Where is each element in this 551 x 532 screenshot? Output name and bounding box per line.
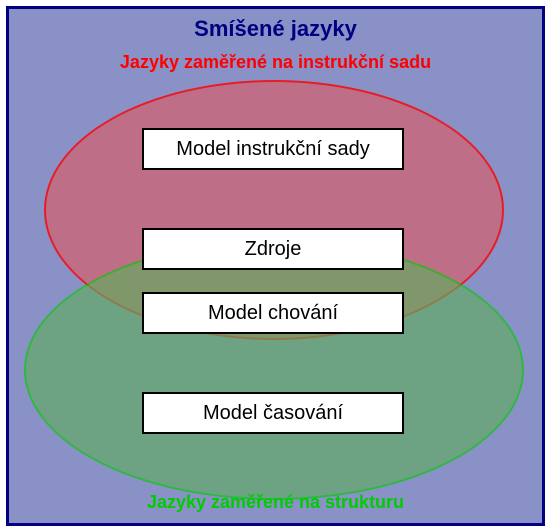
top-ellipse-label: Jazyky zaměřené na instrukční sadu (0, 52, 551, 73)
bottom-ellipse-label: Jazyky zaměřené na strukturu (0, 492, 551, 513)
diagram-title: Smíšené jazyky (0, 16, 551, 42)
box-instruction-model: Model instrukční sady (142, 128, 404, 170)
bottom-ellipse (24, 240, 524, 500)
venn-diagram: Smíšené jazyky Jazyky zaměřené na instru… (0, 0, 551, 532)
box-timing-model: Model časování (142, 392, 404, 434)
box-resources: Zdroje (142, 228, 404, 270)
box-behavior-model: Model chování (142, 292, 404, 334)
